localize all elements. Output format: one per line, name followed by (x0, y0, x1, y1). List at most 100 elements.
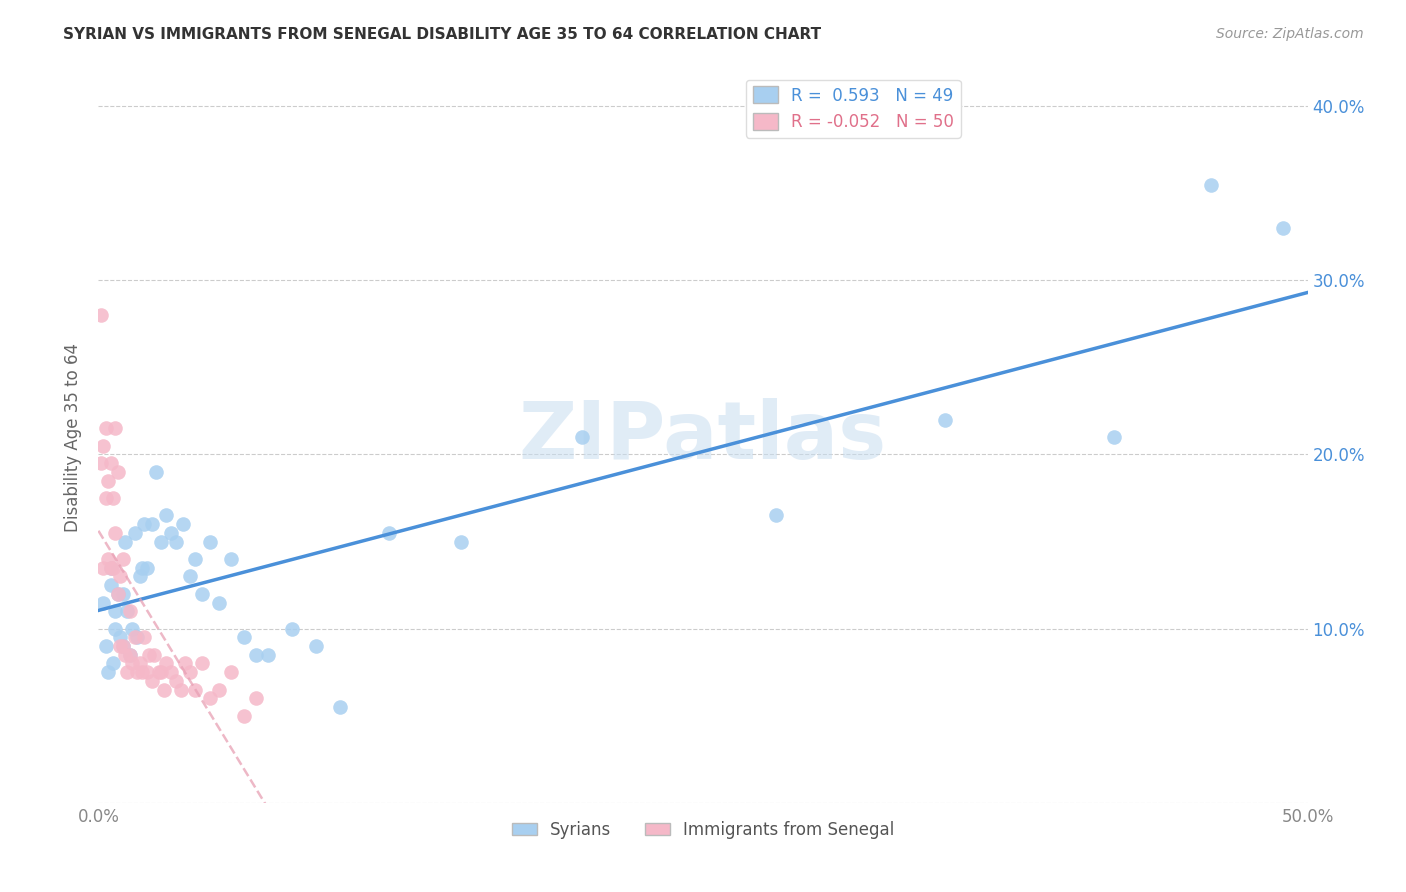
Point (128, 569, 150, 583)
Point (108, 631, 131, 645)
Point (1199, 178, 1222, 192)
Point (150, 534, 173, 549)
Point (124, 631, 146, 645)
Point (97, 552, 120, 566)
Point (108, 639, 131, 653)
Point (108, 569, 131, 583)
Point (127, 631, 149, 645)
Point (377, 525, 399, 540)
Point (245, 691, 267, 706)
Point (934, 412, 956, 426)
Point (160, 665, 183, 680)
Point (184, 552, 207, 566)
Point (104, 525, 127, 540)
Point (121, 622, 143, 636)
Point (138, 648, 160, 662)
Point (450, 534, 472, 549)
Point (174, 657, 197, 671)
Point (191, 587, 214, 601)
Point (198, 691, 221, 706)
Point (100, 456, 122, 470)
Point (184, 682, 207, 697)
Point (145, 465, 167, 479)
Point (101, 657, 124, 671)
Point (172, 517, 194, 532)
Point (100, 560, 122, 574)
Point (124, 525, 146, 540)
Point (104, 421, 127, 435)
Point (232, 631, 254, 645)
Text: SYRIAN VS IMMIGRANTS FROM SENEGAL DISABILITY AGE 35 TO 64 CORRELATION CHART: SYRIAN VS IMMIGRANTS FROM SENEGAL DISABI… (63, 27, 821, 42)
Point (155, 508, 177, 523)
Point (114, 534, 136, 549)
Point (141, 673, 163, 688)
Legend: Syrians, Immigrants from Senegal: Syrians, Immigrants from Senegal (505, 814, 901, 846)
Point (135, 665, 157, 680)
Point (97, 665, 120, 680)
Point (128, 657, 150, 671)
Point (121, 657, 143, 671)
Point (114, 648, 136, 662)
Point (91, 560, 114, 574)
Point (245, 648, 267, 662)
Point (281, 622, 304, 636)
Point (94, 639, 117, 653)
Point (107, 587, 129, 601)
Point (91, 595, 114, 609)
Point (131, 665, 153, 680)
Point (111, 639, 134, 653)
Text: Source: ZipAtlas.com: Source: ZipAtlas.com (1216, 27, 1364, 41)
Point (111, 587, 134, 601)
Point (191, 657, 214, 671)
Point (131, 560, 153, 574)
Point (152, 682, 174, 697)
Point (165, 673, 187, 688)
Point (179, 665, 201, 680)
Point (118, 604, 141, 618)
Point (117, 665, 139, 680)
Point (232, 708, 254, 723)
Point (221, 552, 243, 566)
Point (221, 665, 243, 680)
Point (118, 648, 141, 662)
Point (104, 622, 127, 636)
Point (97, 474, 120, 488)
Point (1272, 221, 1295, 235)
Point (165, 534, 187, 549)
Point (101, 491, 124, 505)
Point (101, 560, 124, 574)
Point (256, 648, 278, 662)
Point (135, 560, 157, 574)
Point (143, 648, 166, 662)
Point (141, 517, 163, 532)
Point (94, 421, 117, 435)
Point (100, 578, 122, 592)
Point (571, 430, 593, 444)
Point (118, 648, 141, 662)
Point (155, 657, 177, 671)
Point (100, 560, 122, 574)
Point (117, 604, 139, 618)
Point (198, 534, 221, 549)
Point (148, 665, 170, 680)
Point (111, 552, 134, 566)
Point (208, 595, 231, 609)
Point (94, 491, 117, 505)
Point (765, 508, 787, 523)
Y-axis label: Disability Age 35 to 64: Disability Age 35 to 64 (65, 343, 83, 532)
Point (90, 308, 112, 322)
Point (134, 517, 156, 532)
Point (208, 682, 231, 697)
Point (111, 639, 134, 653)
Point (305, 639, 328, 653)
Point (107, 465, 129, 479)
Point (160, 525, 183, 540)
Point (169, 682, 191, 697)
Point (329, 700, 352, 714)
Point (90, 456, 112, 470)
Point (1102, 430, 1125, 444)
Point (91, 439, 114, 453)
Point (134, 631, 156, 645)
Point (107, 587, 129, 601)
Text: ZIPatlas: ZIPatlas (519, 398, 887, 476)
